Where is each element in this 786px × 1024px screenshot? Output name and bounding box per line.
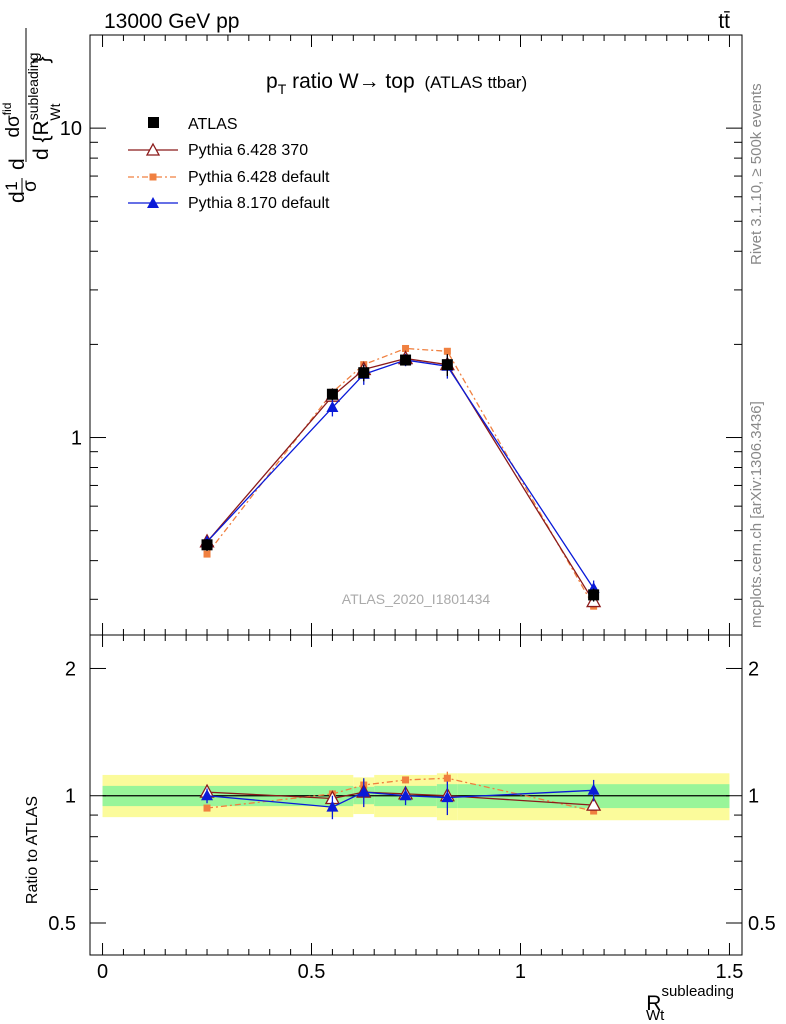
ratio-xtick-label: 1 (515, 961, 526, 983)
energy-label: 13000 GeV pp (104, 10, 239, 33)
ratio-ytick-label-right: 2 (748, 658, 759, 680)
ylabel-d2: d (6, 158, 29, 170)
ratio-ticks: 0.5 0.5 1 1 2 2 0 0.5 1 1.5 (48, 635, 776, 983)
ylabel-frac2-num: dσfid (0, 103, 24, 138)
main-atlas-point (201, 539, 213, 551)
process-label: tt̄ (718, 10, 730, 33)
ylabel-frac1-den: σ (20, 180, 41, 192)
ratio-pythia-8-170-default-point (201, 789, 214, 801)
ratio-ytick-label: 2 (65, 658, 76, 680)
legend-label-py6-default: Pythia 6.428 default (188, 169, 330, 186)
ratio-xtick-label: 0 (97, 961, 108, 983)
ylabel-brace: } (30, 56, 53, 63)
ratio-pythia-8-170-default-line (206, 789, 594, 808)
analysis-watermark: ATLAS_2020_I1801434 (342, 591, 491, 607)
main-pythia-8-170-default-point (326, 401, 339, 413)
ratio-pythia-8-170-default-point (587, 783, 600, 795)
legend-entry-py6-default: Pythia 6.428 default (128, 169, 330, 186)
xlabel-wt: Wt (646, 1007, 665, 1024)
main-atlas-point (588, 589, 600, 601)
ratio-pythia-8-170-default-point (326, 800, 339, 812)
legend-marker-py8-default (147, 197, 159, 208)
main-atlas-point (326, 388, 338, 400)
rivet-label: Rivet 3.1.10, ≥ 500k events (748, 83, 765, 265)
xlabel-subleading: subleading (661, 983, 734, 1000)
main-atlas-point (358, 367, 370, 379)
ylabel-subleading: subleading (25, 53, 41, 121)
ylabel-frac2-den: d {Rsubleading Wt} (25, 53, 63, 160)
legend: ATLAS Pythia 6.428 370 Pythia 6.428 defa… (128, 116, 330, 212)
ratio-ytick-label: 0.5 (48, 913, 76, 935)
main-atlas-point (400, 354, 412, 366)
ylabel-dsigma: dσ (3, 115, 24, 138)
ratio-pythia-8-170-default-point (441, 791, 454, 803)
legend-label-py6-370: Pythia 6.428 370 (188, 142, 308, 159)
main-pythia-6-428-default-point (402, 344, 410, 352)
ratio-series-group (199, 771, 602, 820)
ratio-x-label: Rsubleading Wt (646, 983, 734, 1024)
title-main: p (266, 70, 278, 93)
ratio-pythia-8-170-default-point (399, 789, 412, 801)
legend-marker-py6-370 (145, 142, 161, 156)
ratio-ytick-label: 1 (65, 786, 76, 808)
title-sub: T (278, 81, 287, 97)
legend-marker-py6-default (149, 173, 157, 181)
title-tag: (ATLAS ttbar) (424, 73, 527, 92)
main-ytick-label: 1 (71, 428, 82, 450)
ratio-ytick-label-right: 1 (748, 786, 759, 808)
main-atlas-point (441, 359, 453, 371)
ratio-pythia-6-428-default-point (402, 776, 410, 784)
ylabel-wt: Wt (47, 103, 63, 120)
ylabel-d: d (6, 191, 29, 203)
main-panel: 1 10 pT ratio W→ top (ATLAS ttbar) ATLAS_… (0, 28, 743, 636)
legend-entry-atlas: ATLAS (148, 116, 238, 133)
ratio-pythia-6-428-370-line (206, 791, 594, 806)
legend-entry-py8-default: Pythia 8.170 default (128, 195, 330, 212)
main-pythia-8-170-default-line (206, 359, 595, 589)
main-panel-frame (89, 34, 743, 636)
title-rest: ratio W→ top (286, 70, 414, 93)
ratio-ytick-label-right: 0.5 (748, 913, 776, 935)
ylabel-fid: fid (0, 103, 14, 116)
ratio-y-label: Ratio to ATLAS (24, 796, 41, 904)
ratio-panel: 0.5 0.5 1 1 2 2 0 0.5 1 1.5 Ratio to ATLAS Rsuble… (24, 634, 776, 1024)
legend-marker-atlas (148, 117, 159, 128)
xlabel-R: R (646, 992, 661, 1015)
ratio-pythia-6-428-default-point (590, 807, 598, 815)
ratio-pythia-6-428-370-point (586, 796, 602, 811)
main-series-group (199, 344, 602, 610)
main-pythia-6-428-default-point (203, 550, 211, 558)
main-y-label: d 1 σ d dσfid d {Rsubleading Wt} (0, 28, 63, 203)
mcplots-label: mcplots.cern.ch [arXiv:1306.3436] (748, 401, 765, 628)
main-ytick-label: 10 (60, 118, 82, 140)
main-y-ticks: 1 10 (60, 34, 742, 635)
main-pythia-6-428-default-line (206, 347, 595, 607)
legend-label-atlas: ATLAS (188, 116, 238, 133)
ratio-xtick-label: 1.5 (716, 961, 744, 983)
main-pythia-6-428-default-point (443, 347, 451, 355)
ratio-xtick-label: 0.5 (298, 961, 326, 983)
legend-entry-py6-370: Pythia 6.428 370 (128, 142, 308, 159)
ratio-pythia-6-428-default-line (206, 777, 594, 812)
ratio-pythia-6-428-default-point (443, 774, 451, 782)
ratio-pythia-6-428-default-point (203, 804, 211, 812)
ylabel-dR: d {R (30, 120, 53, 160)
plot-title: pT ratio W→ top (ATLAS ttbar) (266, 70, 527, 97)
legend-label-py8-default: Pythia 8.170 default (188, 195, 330, 212)
ratio-pythia-8-170-default-point (357, 785, 370, 797)
ylabel-frac1-num: 1 (2, 181, 21, 190)
